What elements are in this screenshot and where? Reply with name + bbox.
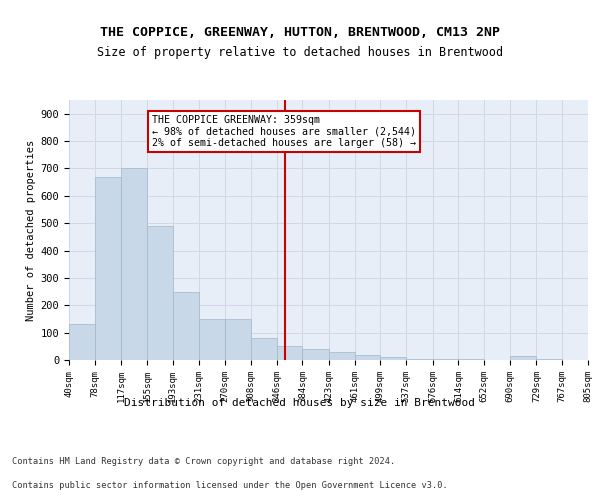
Bar	[199, 319, 225, 360]
Bar	[69, 324, 95, 360]
Y-axis label: Number of detached properties: Number of detached properties	[26, 140, 37, 320]
Bar	[329, 352, 355, 360]
Bar	[173, 292, 199, 360]
Bar	[302, 349, 329, 360]
Text: Contains public sector information licensed under the Open Government Licence v3: Contains public sector information licen…	[12, 481, 448, 490]
Text: Size of property relative to detached houses in Brentwood: Size of property relative to detached ho…	[97, 46, 503, 59]
Text: THE COPPICE GREENWAY: 359sqm
← 98% of detached houses are smaller (2,544)
2% of : THE COPPICE GREENWAY: 359sqm ← 98% of de…	[152, 115, 416, 148]
Text: Distribution of detached houses by size in Brentwood: Distribution of detached houses by size …	[125, 398, 476, 407]
Bar	[251, 338, 277, 360]
Bar	[433, 359, 458, 360]
Bar	[147, 226, 173, 360]
Bar	[380, 358, 406, 360]
Bar	[355, 354, 380, 360]
Text: THE COPPICE, GREENWAY, HUTTON, BRENTWOOD, CM13 2NP: THE COPPICE, GREENWAY, HUTTON, BRENTWOOD…	[100, 26, 500, 39]
Bar	[121, 168, 147, 360]
Bar	[510, 356, 536, 360]
Bar	[225, 319, 251, 360]
Bar	[277, 346, 302, 360]
Bar	[406, 358, 433, 360]
Text: Contains HM Land Registry data © Crown copyright and database right 2024.: Contains HM Land Registry data © Crown c…	[12, 457, 395, 466]
Bar	[95, 176, 121, 360]
